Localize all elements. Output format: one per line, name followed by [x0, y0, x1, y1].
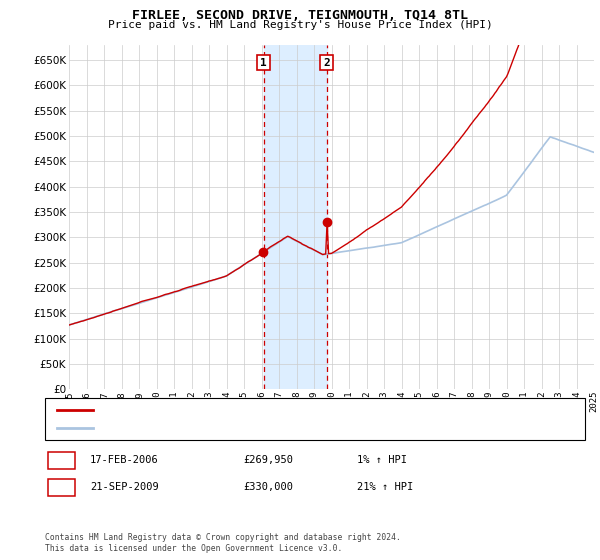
- Text: £330,000: £330,000: [243, 482, 293, 492]
- Text: FIRLEE, SECOND DRIVE, TEIGNMOUTH, TQ14 8TL (detached house): FIRLEE, SECOND DRIVE, TEIGNMOUTH, TQ14 8…: [99, 405, 446, 415]
- Text: HPI: Average price, detached house, Teignbridge: HPI: Average price, detached house, Teig…: [99, 423, 375, 433]
- Text: 1: 1: [260, 58, 267, 68]
- Text: 17-FEB-2006: 17-FEB-2006: [90, 455, 159, 465]
- Text: 1: 1: [58, 454, 65, 467]
- Text: Contains HM Land Registry data © Crown copyright and database right 2024.
This d: Contains HM Land Registry data © Crown c…: [45, 533, 401, 553]
- Bar: [263, 45, 326, 389]
- Text: 21% ↑ HPI: 21% ↑ HPI: [357, 482, 413, 492]
- Text: 1% ↑ HPI: 1% ↑ HPI: [357, 455, 407, 465]
- Text: £269,950: £269,950: [243, 455, 293, 465]
- Text: 21-SEP-2009: 21-SEP-2009: [90, 482, 159, 492]
- Text: Price paid vs. HM Land Registry's House Price Index (HPI): Price paid vs. HM Land Registry's House …: [107, 20, 493, 30]
- Text: FIRLEE, SECOND DRIVE, TEIGNMOUTH, TQ14 8TL: FIRLEE, SECOND DRIVE, TEIGNMOUTH, TQ14 8…: [132, 9, 468, 22]
- Text: 2: 2: [323, 58, 330, 68]
- Text: 2: 2: [58, 480, 65, 494]
